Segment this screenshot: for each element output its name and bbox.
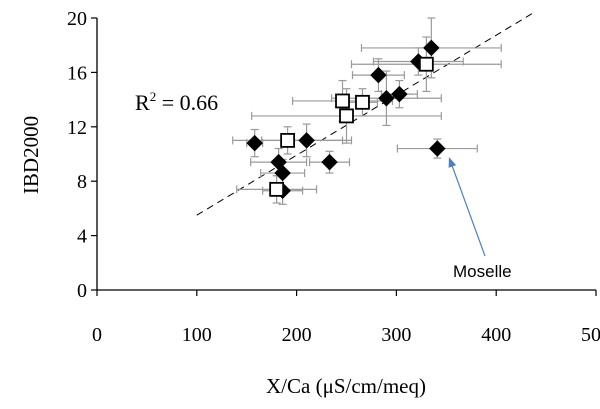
x-tick-label: 0 [92,324,102,346]
y-tick-label: 4 [77,226,87,248]
x-axis-title: X/Ca (μS/cm/meq) [266,374,426,398]
x-tick-label: 200 [282,324,312,346]
square-point [269,181,285,197]
square-point [335,93,350,109]
diamond-point [274,164,291,182]
square-point [339,108,354,124]
y-tick-label: 12 [67,117,87,139]
diamond-point [321,153,338,171]
moselle-arrow [448,157,486,257]
diamond-point [370,66,387,84]
square-point [355,94,370,110]
moselle-label: Moselle [453,262,512,281]
x-tick-label: 300 [381,324,411,346]
square-point [280,132,296,148]
r-squared-value: = 0.66 [156,90,218,115]
x-tick-label: 100 [182,324,212,346]
trendline [196,10,537,216]
y-tick-label: 0 [77,280,87,302]
data-markers-layer [246,39,446,200]
square-point [418,56,434,72]
diamond-point [422,39,440,57]
diamond-point [378,89,395,107]
x-tick-label: 500 [581,324,600,346]
trendline-layer [196,10,537,216]
x-tick-label: 400 [481,324,511,346]
x-axis-ticks: 0 100 200 300 400 500 [92,290,600,346]
plot-frame [96,18,596,291]
diamond-point [298,132,315,149]
r-squared-exponent: 2 [150,89,157,104]
y-tick-label: 20 [67,8,87,30]
error-bars-layer [232,17,502,205]
diamond-point [428,140,446,157]
y-tick-label: 8 [77,171,87,193]
y-axis-title: IBD2000 [19,116,43,194]
diamond-point [246,134,264,152]
y-axis-ticks: 0 4 8 12 16 20 [67,8,97,302]
r-squared-prefix: R [135,90,150,115]
diamond-point [391,85,408,103]
y-tick-label: 16 [67,62,87,84]
r-squared-annotation: R2 = 0.66 [135,89,218,115]
